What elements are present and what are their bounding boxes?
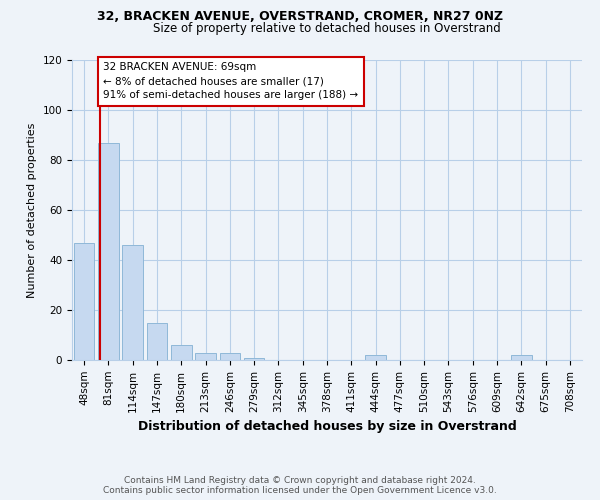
Bar bbox=[171, 345, 191, 360]
Bar bbox=[220, 352, 240, 360]
Bar bbox=[511, 355, 532, 360]
Y-axis label: Number of detached properties: Number of detached properties bbox=[27, 122, 37, 298]
Bar bbox=[122, 245, 143, 360]
Text: 32 BRACKEN AVENUE: 69sqm
← 8% of detached houses are smaller (17)
91% of semi-de: 32 BRACKEN AVENUE: 69sqm ← 8% of detache… bbox=[103, 62, 358, 100]
Bar bbox=[74, 242, 94, 360]
Bar bbox=[365, 355, 386, 360]
Bar bbox=[244, 358, 265, 360]
Bar bbox=[146, 322, 167, 360]
X-axis label: Distribution of detached houses by size in Overstrand: Distribution of detached houses by size … bbox=[137, 420, 517, 433]
Text: Contains HM Land Registry data © Crown copyright and database right 2024.
Contai: Contains HM Land Registry data © Crown c… bbox=[103, 476, 497, 495]
Bar bbox=[195, 352, 216, 360]
Text: 32, BRACKEN AVENUE, OVERSTRAND, CROMER, NR27 0NZ: 32, BRACKEN AVENUE, OVERSTRAND, CROMER, … bbox=[97, 10, 503, 23]
Title: Size of property relative to detached houses in Overstrand: Size of property relative to detached ho… bbox=[153, 22, 501, 35]
Bar bbox=[98, 142, 119, 360]
